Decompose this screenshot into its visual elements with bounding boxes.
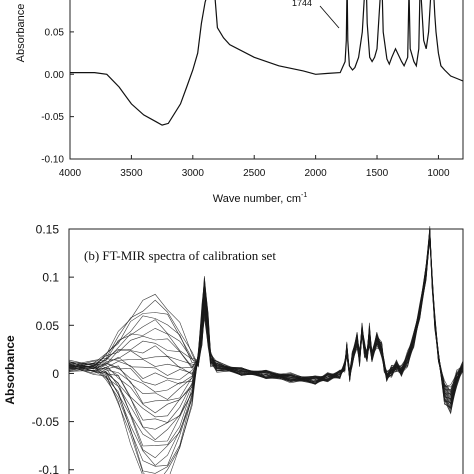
top-y-tick-label: -0.05 bbox=[41, 112, 64, 123]
bottom-y-axis-label: Absorbance bbox=[3, 335, 17, 405]
top-x-tick-label: 1000 bbox=[427, 168, 450, 179]
top-y-ticks: -0.10 -0.05 0.00 0.05 bbox=[41, 27, 74, 166]
top-x-axis-label-sup: -1 bbox=[301, 192, 307, 199]
top-x-tick-label: 1500 bbox=[366, 168, 389, 179]
top-chart: -0.10 -0.05 0.00 0.05 4000 3500 3000 2500 2000 1… bbox=[15, 0, 464, 205]
bottom-y-ticks: 0.15 0.1 0.05 0 -0.05 -0.1 bbox=[32, 223, 74, 474]
bottom-spectrum-line bbox=[68, 234, 464, 430]
bottom-spectrum-line bbox=[68, 235, 464, 388]
top-x-tick-label: 3000 bbox=[182, 168, 205, 179]
top-x-axis-label: Wave number, cm-1 bbox=[213, 192, 308, 205]
top-x-tick-label: 2500 bbox=[243, 168, 266, 179]
bottom-spectrum-line bbox=[68, 234, 464, 459]
bottom-y-tick-label: -0.1 bbox=[38, 463, 59, 474]
bottom-spectrum-line bbox=[68, 233, 464, 474]
bottom-spectrum-line bbox=[68, 231, 464, 466]
top-annotation-1744: 1744 bbox=[292, 0, 312, 8]
bottom-spectrum-line bbox=[68, 229, 464, 474]
bottom-chart-title: (b) FT-MIR spectra of calibration set bbox=[84, 248, 276, 263]
top-y-tick-label: -0.10 bbox=[41, 155, 64, 166]
top-x-tick-label: 2000 bbox=[305, 168, 328, 179]
top-x-axis-label-text: Wave number, cm bbox=[213, 193, 301, 205]
top-y-axis-label: Absorbance bbox=[15, 4, 27, 63]
bottom-y-tick-label: 0 bbox=[52, 367, 59, 381]
top-x-tick-label: 3500 bbox=[120, 168, 143, 179]
bottom-spectrum-line bbox=[68, 237, 464, 393]
bottom-y-tick-label: 0.05 bbox=[36, 319, 60, 333]
bottom-y-tick-label: 0.15 bbox=[36, 223, 60, 237]
bottom-chart: 0.15 0.1 0.05 0 -0.05 -0.1 (b) FT-MIR spectra… bbox=[3, 223, 464, 474]
bottom-y-tick-label: 0.1 bbox=[42, 271, 59, 285]
bottom-plot-frame bbox=[68, 228, 464, 474]
top-x-ticks: 4000 3500 3000 2500 2000 1500 1000 bbox=[59, 155, 450, 179]
top-plot-frame bbox=[69, 0, 464, 160]
top-y-tick-label: 0.05 bbox=[45, 27, 65, 38]
top-y-tick-label: 0.00 bbox=[45, 70, 65, 81]
top-x-tick-label: 4000 bbox=[59, 168, 82, 179]
top-spectrum-line bbox=[70, 0, 464, 126]
bottom-spectra-lines bbox=[68, 226, 464, 474]
bottom-y-tick-label: -0.05 bbox=[32, 415, 60, 429]
top-annotation-leader bbox=[319, 5, 340, 29]
bottom-spectrum-line bbox=[68, 236, 464, 414]
bottom-spectrum-line bbox=[68, 228, 464, 474]
